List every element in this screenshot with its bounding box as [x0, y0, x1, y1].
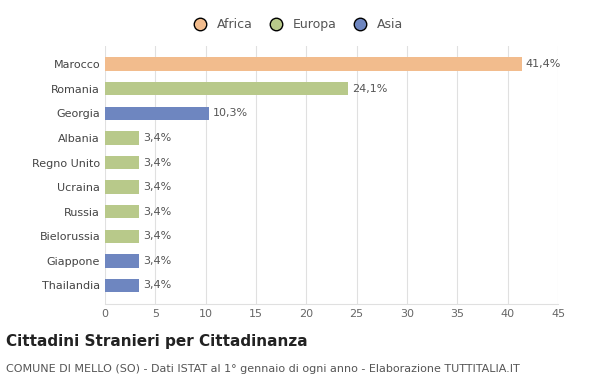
- Text: 3,4%: 3,4%: [143, 133, 172, 143]
- Bar: [105, 57, 522, 71]
- Bar: [105, 254, 139, 268]
- Bar: [105, 180, 139, 194]
- Text: COMUNE DI MELLO (SO) - Dati ISTAT al 1° gennaio di ogni anno - Elaborazione TUTT: COMUNE DI MELLO (SO) - Dati ISTAT al 1° …: [6, 364, 520, 374]
- Text: 3,4%: 3,4%: [143, 157, 172, 168]
- Text: 3,4%: 3,4%: [143, 280, 172, 290]
- Text: 41,4%: 41,4%: [526, 59, 561, 69]
- Bar: [105, 230, 139, 243]
- Text: 3,4%: 3,4%: [143, 182, 172, 192]
- Bar: [105, 106, 209, 120]
- Bar: [105, 205, 139, 218]
- Legend: Africa, Europa, Asia: Africa, Europa, Asia: [182, 13, 408, 36]
- Text: 3,4%: 3,4%: [143, 256, 172, 266]
- Text: 3,4%: 3,4%: [143, 231, 172, 241]
- Text: 24,1%: 24,1%: [352, 84, 387, 94]
- Bar: [105, 156, 139, 169]
- Text: 10,3%: 10,3%: [213, 108, 248, 118]
- Bar: [105, 279, 139, 292]
- Text: Cittadini Stranieri per Cittadinanza: Cittadini Stranieri per Cittadinanza: [6, 334, 308, 349]
- Text: 3,4%: 3,4%: [143, 207, 172, 217]
- Bar: [105, 82, 347, 95]
- Bar: [105, 131, 139, 145]
